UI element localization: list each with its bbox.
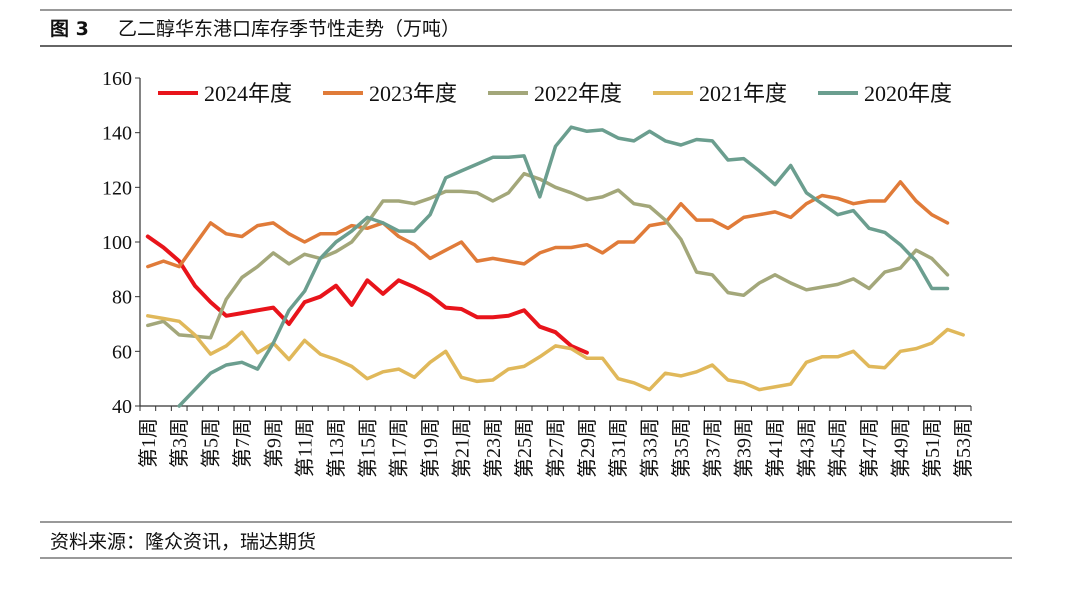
x-tick-label: 第13周 bbox=[325, 418, 348, 478]
series-line bbox=[146, 171, 950, 340]
y-tick-label: 120 bbox=[102, 177, 132, 199]
x-tick-label: 第9周 bbox=[262, 418, 285, 468]
y-tick-label: 100 bbox=[102, 232, 132, 254]
x-tick-label: 第7周 bbox=[231, 418, 254, 468]
x-tick-label: 第11周 bbox=[294, 418, 317, 477]
chart-title: 乙二醇华东港口库存季节性走势（万吨） bbox=[118, 18, 460, 40]
x-tick-label: 第33周 bbox=[639, 418, 662, 478]
x-tick-label: 第49周 bbox=[889, 418, 912, 478]
x-tick-label: 第19周 bbox=[419, 418, 442, 478]
series-line bbox=[146, 180, 950, 269]
x-tick-label: 第47周 bbox=[858, 418, 881, 478]
x-tick-label: 第43周 bbox=[795, 418, 818, 478]
x-tick-label: 第35周 bbox=[670, 418, 693, 478]
x-tick-label: 第31周 bbox=[607, 418, 630, 478]
x-tick-label: 第15周 bbox=[356, 418, 379, 478]
series-line bbox=[177, 125, 950, 408]
x-tick-label: 第41周 bbox=[764, 418, 787, 478]
legend-label: 2022年度 bbox=[534, 81, 622, 106]
x-tick-label: 第27周 bbox=[545, 418, 568, 478]
legend-label: 2023年度 bbox=[369, 81, 457, 106]
x-tick-label: 第21周 bbox=[450, 418, 473, 478]
x-tick-label: 第23周 bbox=[482, 418, 505, 478]
x-tick-label: 第25周 bbox=[513, 418, 536, 478]
legend-label: 2021年度 bbox=[699, 81, 787, 106]
x-tick-label: 第53周 bbox=[952, 418, 975, 478]
x-tick-label: 第37周 bbox=[701, 418, 724, 478]
y-tick-label: 140 bbox=[102, 123, 132, 145]
x-tick-label: 第51周 bbox=[921, 418, 944, 478]
legend-label: 2024年度 bbox=[204, 81, 292, 106]
x-tick-label: 第3周 bbox=[168, 418, 191, 468]
y-tick-label: 40 bbox=[112, 396, 132, 418]
y-tick-label: 60 bbox=[112, 341, 132, 363]
x-tick-label: 第45周 bbox=[827, 418, 850, 478]
legend-label: 2020年度 bbox=[864, 81, 952, 106]
x-tick-label: 第5周 bbox=[200, 418, 223, 468]
x-tick-label: 第29周 bbox=[576, 418, 599, 478]
x-tick-label: 第39周 bbox=[733, 418, 756, 478]
source-note: 资料来源：隆众资讯，瑞达期货 bbox=[50, 531, 316, 553]
series-line bbox=[145, 234, 589, 355]
y-tick-label: 80 bbox=[112, 287, 132, 309]
figure-label: 图 3 bbox=[50, 18, 89, 40]
y-tick-label: 160 bbox=[102, 68, 132, 90]
x-tick-label: 第1周 bbox=[137, 418, 160, 468]
x-tick-label: 第17周 bbox=[388, 418, 411, 478]
series-line bbox=[146, 314, 965, 392]
